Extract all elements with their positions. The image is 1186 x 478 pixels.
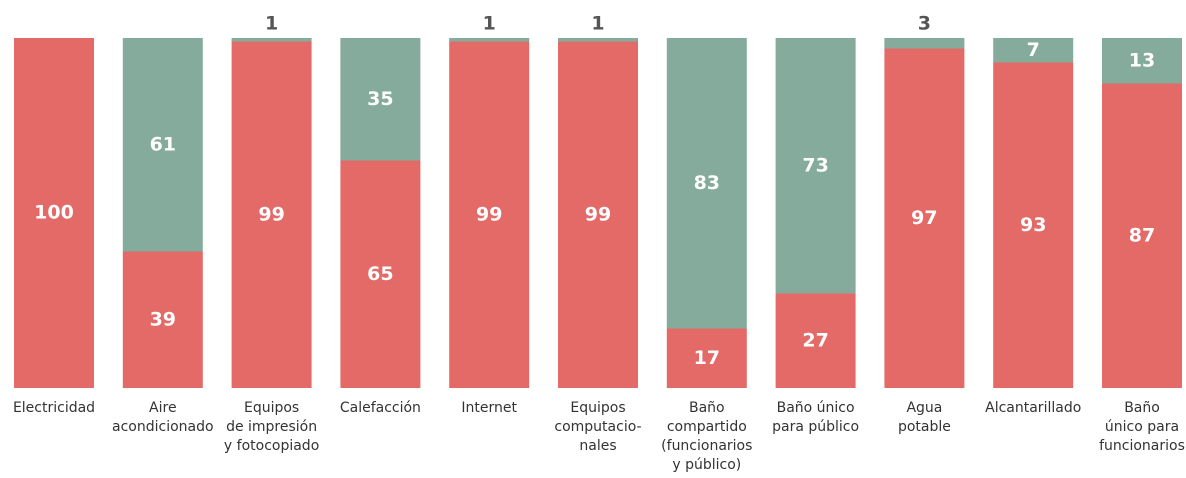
x-tick-label: para público: [772, 419, 859, 435]
x-tick-label: Baño único: [777, 400, 855, 416]
x-tick-label: nales: [579, 438, 616, 454]
data-label: 99: [585, 203, 611, 225]
bar-segment: [558, 38, 638, 42]
data-label: 65: [367, 263, 393, 285]
bar-segment: [231, 38, 312, 42]
data-label: 61: [150, 133, 176, 155]
bar-segment: [666, 328, 747, 388]
x-tick-label: Equipos: [244, 400, 299, 416]
x-tick-label: acondicionado: [112, 419, 214, 435]
data-label: 97: [911, 207, 937, 229]
x-tick-label: Equipos: [570, 400, 625, 416]
bar-segment: [449, 38, 530, 42]
bar-segment: [1102, 83, 1182, 388]
data-label: 73: [802, 154, 828, 176]
bar-segment: [666, 38, 747, 329]
x-tick-label: Baño: [1124, 400, 1160, 416]
bar-segment: [884, 48, 965, 388]
x-tick-label: Calefacción: [340, 400, 421, 416]
x-tick-label: Baño: [689, 400, 725, 416]
data-label: 99: [476, 203, 502, 225]
bar-segment: [993, 62, 1074, 388]
x-tick-label: Electricidad: [13, 400, 95, 416]
data-label: 93: [1020, 214, 1046, 236]
bar-segment: [14, 38, 94, 388]
bar-segment: [884, 38, 965, 49]
bar-segment: [340, 38, 421, 161]
data-label: 100: [34, 202, 74, 224]
x-tick-label: Agua: [906, 400, 942, 416]
x-tick-label: funcionarios: [1099, 438, 1185, 454]
x-tick-label: compartido: [667, 419, 747, 435]
data-label: 83: [694, 172, 720, 194]
x-tick-label: Internet: [461, 400, 517, 416]
x-tick-label: Aire: [149, 400, 177, 416]
data-label: 99: [258, 203, 284, 225]
bar-segment: [122, 38, 203, 252]
data-label: 35: [367, 88, 393, 110]
data-label: 3: [918, 13, 931, 35]
x-tick-label: (funcionarios: [661, 438, 752, 454]
data-label: 1: [265, 13, 278, 35]
bar-segment: [775, 293, 856, 388]
bar-segment: [449, 41, 530, 388]
data-label: 13: [1129, 49, 1155, 71]
bar-segment: [775, 38, 856, 294]
data-label: 1: [483, 13, 496, 35]
x-tick-label: computacio-: [554, 419, 641, 435]
x-tick-label: y público): [672, 457, 741, 473]
x-tick-label: y fotocopiado: [224, 438, 319, 454]
data-label: 39: [150, 308, 176, 330]
bar-segment: [993, 38, 1074, 63]
x-tick-label: potable: [898, 419, 951, 435]
x-tick-label: único para: [1105, 419, 1179, 435]
bar-segment: [1102, 38, 1182, 84]
bar-segment: [340, 160, 421, 388]
data-label: 87: [1129, 224, 1155, 246]
data-label: 17: [694, 347, 720, 369]
x-tick-label: Alcantarillado: [985, 400, 1081, 416]
data-label: 27: [802, 329, 828, 351]
data-label: 1: [591, 13, 604, 35]
bar-segment: [558, 41, 638, 388]
data-label: 7: [1027, 39, 1040, 61]
bar-segment: [122, 251, 203, 388]
bar-segment: [231, 41, 312, 388]
x-tick-label: de impresión: [226, 419, 317, 435]
